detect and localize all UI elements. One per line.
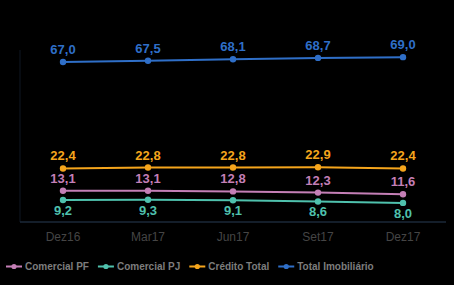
legend-label: Total Imobiliário: [297, 261, 373, 272]
series-marker: [315, 55, 321, 61]
series-marker: [315, 164, 321, 170]
x-tick-label: Jun17: [217, 230, 250, 244]
data-label: 22,8: [220, 148, 245, 163]
series-marker: [400, 165, 406, 171]
data-label: 9,2: [54, 203, 72, 218]
data-label: 13,1: [50, 171, 75, 186]
x-tick-label: Mar17: [131, 230, 165, 244]
data-label: 67,0: [50, 42, 75, 57]
legend-label: Comercial PJ: [117, 261, 180, 272]
data-label: 12,3: [305, 173, 330, 188]
data-label: 11,6: [391, 174, 416, 189]
data-label: 13,1: [135, 171, 160, 186]
data-label: 8,0: [394, 206, 412, 221]
series-marker: [60, 59, 66, 65]
series-marker: [400, 54, 406, 60]
data-label: 22,8: [135, 148, 160, 163]
data-labels: 13,1 13,1 12,8 12,3 11,6 9,2 9,3 9,1 8,6 8,0 22,4 2…: [50, 37, 416, 221]
data-label: 8,6: [309, 204, 327, 219]
data-label: 12,8: [220, 171, 245, 186]
legend-marker: [103, 264, 108, 269]
data-label: 9,1: [224, 203, 242, 218]
chart: Dez16 Mar17 Jun17 Set17 Dez17 13,1 13,1 12,8 12,…: [0, 0, 454, 285]
data-label: 9,3: [139, 203, 157, 218]
series-marker: [60, 188, 66, 194]
legend-label: Crédito Total: [208, 261, 269, 272]
plot-area: [60, 54, 406, 206]
x-axis-line: [20, 221, 446, 223]
data-label: 22,4: [50, 148, 76, 163]
x-tick-label: Dez16: [46, 230, 81, 244]
legend-marker: [11, 264, 16, 269]
background: [0, 0, 454, 285]
data-label: 22,4: [390, 148, 416, 163]
data-label: 22,9: [305, 147, 330, 162]
x-tick-label: Dez17: [386, 230, 421, 244]
legend-marker: [195, 264, 200, 269]
x-tick-label: Set17: [302, 230, 334, 244]
series-marker: [230, 164, 236, 170]
data-label: 68,1: [220, 39, 245, 54]
data-label: 68,7: [305, 38, 330, 53]
legend: Comercial PF Comercial PJ Crédito Total Tot…: [6, 261, 374, 272]
series-marker: [400, 191, 406, 197]
legend-marker: [284, 264, 289, 269]
data-label: 69,0: [390, 37, 415, 52]
series-marker: [230, 56, 236, 62]
legend-label: Comercial PF: [25, 261, 89, 272]
data-label: 67,5: [135, 41, 160, 56]
series-marker: [315, 189, 321, 195]
y-axis-line: [20, 50, 21, 222]
series-marker: [145, 188, 151, 194]
series-marker: [145, 58, 151, 64]
series-marker: [230, 188, 236, 194]
